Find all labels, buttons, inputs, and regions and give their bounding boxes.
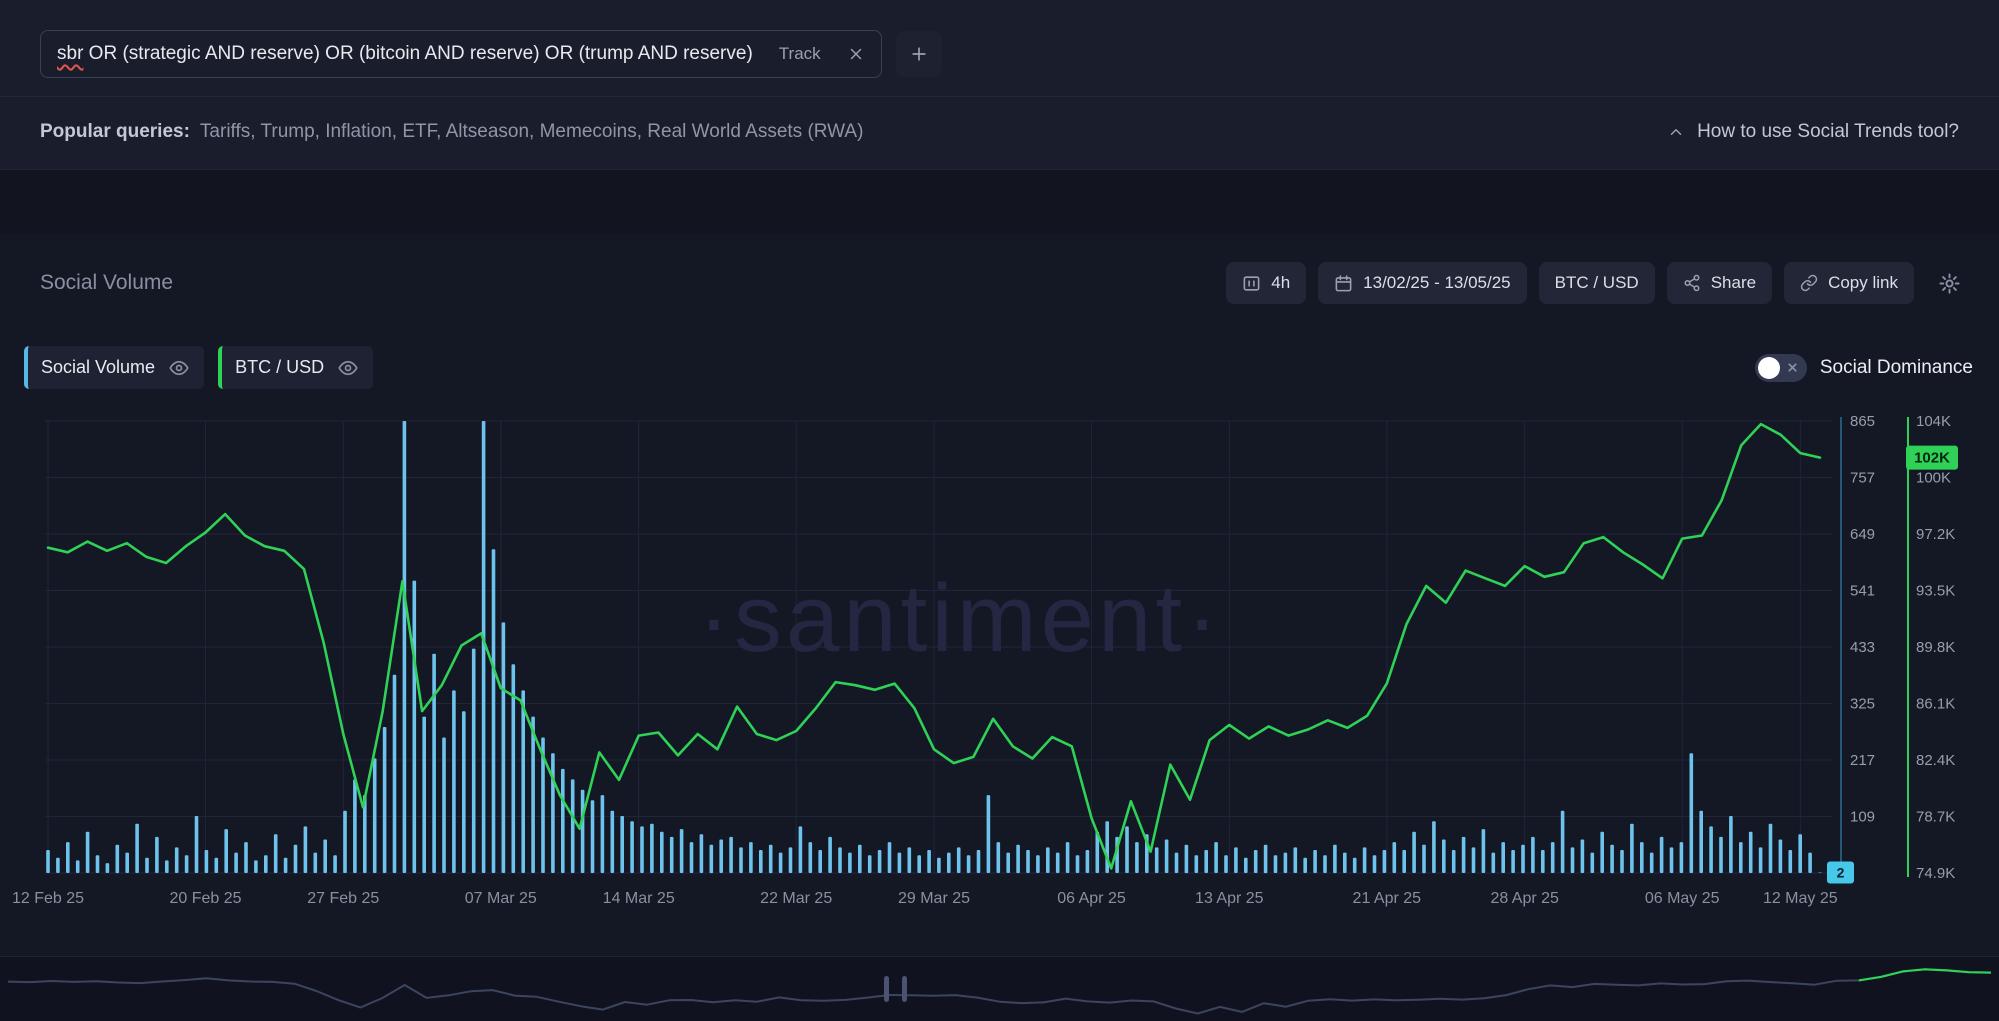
volume-axis-labels: 865 757 649 541 433 325 217 109 [1850, 413, 1875, 826]
svg-text:649: 649 [1850, 526, 1875, 543]
track-button[interactable]: Track [778, 44, 821, 63]
svg-text:27 Feb 25: 27 Feb 25 [307, 890, 379, 907]
eye-icon[interactable] [169, 358, 189, 378]
navigator-green-tail [1858, 968, 1992, 982]
legend-social-volume[interactable]: Social Volume [24, 346, 205, 389]
svg-text:22 Mar 25: 22 Mar 25 [760, 890, 832, 907]
close-icon[interactable] [847, 45, 865, 63]
svg-text:29 Mar 25: 29 Mar 25 [898, 890, 970, 907]
svg-text:217: 217 [1850, 752, 1875, 769]
chart-card: Social Volume 4h 13/02/25 - 13/05/25 BTC… [0, 234, 1999, 1021]
query-misspelled-word: sbr [57, 43, 84, 64]
query-rest: OR (strategic AND reserve) OR (bitcoin A… [83, 43, 753, 64]
svg-text:102K: 102K [1914, 450, 1950, 467]
santiment-watermark: ·santiment· [698, 565, 1222, 672]
btc-price-line [46, 422, 1822, 870]
calendar-icon [1335, 274, 1352, 291]
legend-row: Social Volume BTC / USD Social Dominance [0, 346, 1999, 389]
share-label: Share [1710, 273, 1757, 292]
link-icon [1800, 274, 1818, 292]
svg-text:06 Apr 25: 06 Apr 25 [1057, 890, 1126, 907]
chart-navigator[interactable] [0, 956, 1999, 1021]
header: sbr OR (strategic AND reserve) OR (bitco… [0, 0, 1999, 170]
popular-queries-label: Popular queries: [40, 121, 190, 142]
how-to-use-link[interactable]: How to use Social Trends tool? [1667, 121, 1959, 143]
svg-text:12 Feb 25: 12 Feb 25 [12, 890, 84, 907]
social-dominance-cluster: Social Dominance [1754, 353, 1973, 382]
how-to-use-label: How to use Social Trends tool? [1697, 121, 1959, 142]
interval-icon [1243, 275, 1260, 291]
search-query-tab[interactable]: sbr OR (strategic AND reserve) OR (bitco… [40, 30, 882, 78]
asset-pair-button[interactable]: BTC / USD [1538, 262, 1655, 304]
svg-text:12 May 25: 12 May 25 [1763, 890, 1838, 907]
chevron-up-icon [1670, 129, 1682, 135]
eye-icon[interactable] [338, 358, 358, 378]
copy-link-label: Copy link [1828, 273, 1898, 292]
navigator-handle-left[interactable] [884, 976, 889, 1002]
svg-text:86.1K: 86.1K [1916, 696, 1955, 713]
svg-text:97.2K: 97.2K [1916, 526, 1955, 543]
navigator-sparkline[interactable] [0, 957, 1999, 1021]
popular-queries-list[interactable]: Tariffs, Trump, Inflation, ETF, Altseaso… [199, 121, 864, 142]
svg-text:104K: 104K [1916, 413, 1951, 430]
svg-text:74.9K: 74.9K [1916, 865, 1955, 882]
page-title: Social Volume [40, 271, 174, 294]
grid-lines [45, 420, 1832, 874]
navigator-price-line [7, 968, 1992, 1015]
svg-text:13 Apr 25: 13 Apr 25 [1195, 890, 1264, 907]
share-icon [1684, 274, 1700, 292]
asset-pair-value: BTC / USD [1554, 273, 1639, 292]
svg-text:20 Feb 25: 20 Feb 25 [169, 890, 241, 907]
legend-social-volume-label: Social Volume [41, 357, 156, 377]
copy-link-button[interactable]: Copy link [1784, 262, 1914, 304]
svg-text:325: 325 [1850, 696, 1875, 713]
interval-button[interactable]: 4h [1226, 262, 1307, 304]
chart-header: Social Volume 4h 13/02/25 - 13/05/25 BTC… [0, 262, 1999, 304]
legend-btc-usd[interactable]: BTC / USD [218, 346, 374, 389]
settings-button[interactable] [1938, 272, 1961, 295]
plus-icon [911, 47, 926, 61]
svg-text:93.5K: 93.5K [1916, 583, 1955, 600]
toggle-off-icon [1786, 361, 1799, 374]
svg-text:82.4K: 82.4K [1916, 752, 1955, 769]
section-gap [0, 170, 1999, 234]
svg-text:07 Mar 25: 07 Mar 25 [465, 890, 537, 907]
search-tab-row: sbr OR (strategic AND reserve) OR (bitco… [0, 30, 1999, 97]
svg-text:757: 757 [1850, 470, 1875, 487]
legend-btc-usd-label: BTC / USD [235, 357, 325, 377]
social-dominance-label: Social Dominance [1819, 356, 1973, 378]
gear-icon [1939, 272, 1960, 294]
svg-text:2: 2 [1837, 864, 1845, 880]
social-volume-chart[interactable]: ·santiment· 12 Feb 25 20 Feb 25 27 Feb 25 07… [0, 411, 1999, 923]
date-range-value: 13/02/25 - 13/05/25 [1363, 273, 1511, 292]
svg-text:78.7K: 78.7K [1916, 809, 1955, 826]
share-button[interactable]: Share [1666, 262, 1773, 304]
price-current-badge [1906, 445, 1958, 470]
add-query-button[interactable] [895, 31, 942, 77]
toggle-knob [1757, 356, 1780, 379]
volume-current-badge [1827, 861, 1854, 884]
svg-text:865: 865 [1850, 413, 1875, 430]
navigator-handle-right[interactable] [902, 976, 907, 1002]
svg-text:28 Apr 25: 28 Apr 25 [1490, 890, 1559, 907]
svg-text:06 May 25: 06 May 25 [1645, 890, 1720, 907]
price-axis-labels: 104K 100K 97.2K 93.5K 89.8K 86.1K 82.4K 78.7K 74… [1916, 413, 1955, 882]
search-query-text[interactable]: sbr OR (strategic AND reserve) OR (bitco… [57, 43, 753, 65]
svg-text:100K: 100K [1916, 470, 1951, 487]
date-range-button[interactable]: 13/02/25 - 13/05/25 [1318, 262, 1527, 304]
social-dominance-toggle[interactable] [1754, 353, 1807, 382]
popular-queries-row: Popular queries: Tariffs, Trump, Inflati… [40, 121, 1959, 143]
chart-controls: 4h 13/02/25 - 13/05/25 BTC / USD Share C… [1226, 262, 1961, 304]
x-axis-labels: 12 Feb 25 20 Feb 25 27 Feb 25 07 Mar 25 14 M… [12, 890, 1838, 907]
svg-text:21 Apr 25: 21 Apr 25 [1353, 890, 1422, 907]
svg-text:89.8K: 89.8K [1916, 639, 1955, 656]
svg-text:541: 541 [1850, 583, 1875, 600]
svg-text:14 Mar 25: 14 Mar 25 [603, 890, 675, 907]
interval-value: 4h [1271, 273, 1291, 292]
svg-text:109: 109 [1850, 809, 1875, 826]
svg-text:433: 433 [1850, 639, 1875, 656]
